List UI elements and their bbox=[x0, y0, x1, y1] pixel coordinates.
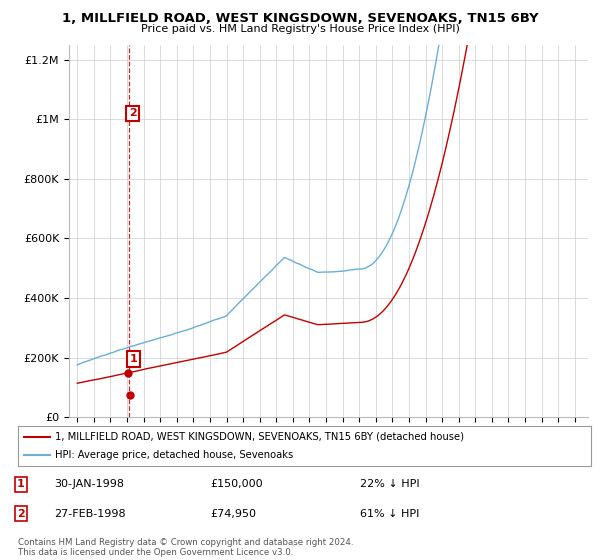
Text: 30-JAN-1998: 30-JAN-1998 bbox=[54, 479, 124, 489]
Text: 1: 1 bbox=[130, 354, 137, 364]
Text: 1, MILLFIELD ROAD, WEST KINGSDOWN, SEVENOAKS, TN15 6BY: 1, MILLFIELD ROAD, WEST KINGSDOWN, SEVEN… bbox=[62, 12, 538, 25]
Text: 22% ↓ HPI: 22% ↓ HPI bbox=[360, 479, 419, 489]
Text: HPI: Average price, detached house, Sevenoaks: HPI: Average price, detached house, Seve… bbox=[55, 450, 293, 460]
Text: Price paid vs. HM Land Registry's House Price Index (HPI): Price paid vs. HM Land Registry's House … bbox=[140, 24, 460, 34]
Text: 1: 1 bbox=[17, 479, 25, 489]
Text: 2: 2 bbox=[129, 108, 137, 118]
Text: £150,000: £150,000 bbox=[210, 479, 263, 489]
Text: 27-FEB-1998: 27-FEB-1998 bbox=[54, 508, 125, 519]
Text: 2: 2 bbox=[17, 508, 25, 519]
Text: 1, MILLFIELD ROAD, WEST KINGSDOWN, SEVENOAKS, TN15 6BY (detached house): 1, MILLFIELD ROAD, WEST KINGSDOWN, SEVEN… bbox=[55, 432, 464, 442]
Text: Contains HM Land Registry data © Crown copyright and database right 2024.
This d: Contains HM Land Registry data © Crown c… bbox=[18, 538, 353, 557]
Text: 61% ↓ HPI: 61% ↓ HPI bbox=[360, 508, 419, 519]
Text: £74,950: £74,950 bbox=[210, 508, 256, 519]
